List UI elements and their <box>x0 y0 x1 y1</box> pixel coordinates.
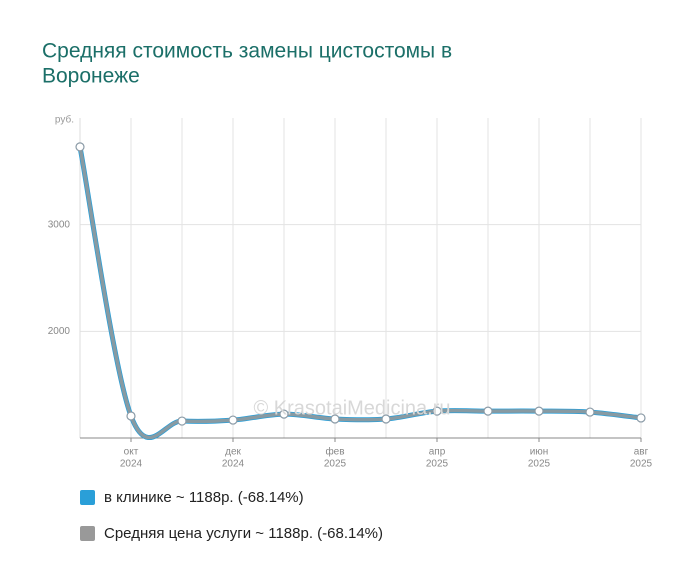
x-tick-year: 2025 <box>324 459 347 470</box>
legend-swatch <box>80 490 95 505</box>
legend-label: Средняя цена услуги ~ 1188р. (-68.14%) <box>104 525 383 542</box>
point <box>177 416 187 426</box>
x-tick-label: фев <box>325 446 344 458</box>
x-tick-label: дек <box>225 447 241 458</box>
x-tick-label: апр <box>429 447 446 458</box>
point <box>75 142 85 152</box>
x-tick-year: 2025 <box>630 459 653 470</box>
y-tick-label: 3000 <box>48 219 71 230</box>
point <box>126 411 136 421</box>
x-tick-year: 2025 <box>426 459 449 470</box>
watermark: © KrasotaiMedicina.ru <box>253 397 450 419</box>
x-tick-label: авг <box>634 447 649 458</box>
x-tick-label: июн <box>530 447 549 458</box>
y-unit: руб. <box>55 114 74 126</box>
point <box>534 406 544 416</box>
legend-label: в клинике ~ 1188р. (-68.14%) <box>104 489 304 506</box>
line <box>78 146 642 440</box>
x-tick-year: 2024 <box>222 459 245 470</box>
point <box>585 407 595 417</box>
point <box>381 414 391 424</box>
point <box>228 415 238 425</box>
point <box>483 406 493 416</box>
line <box>77 146 642 440</box>
point <box>330 414 340 424</box>
x-tick-label: окт <box>124 447 139 458</box>
y-tick-label: 2000 <box>48 326 71 337</box>
point <box>279 409 289 419</box>
point <box>432 406 442 416</box>
chart-title: Средняя стоимость замены цистостомы в <box>42 40 452 63</box>
legend-swatch <box>80 526 95 541</box>
x-tick-year: 2024 <box>120 459 143 470</box>
x-tick-year: 2025 <box>528 459 551 470</box>
chart-title: Воронеже <box>42 65 140 88</box>
point <box>636 413 646 423</box>
